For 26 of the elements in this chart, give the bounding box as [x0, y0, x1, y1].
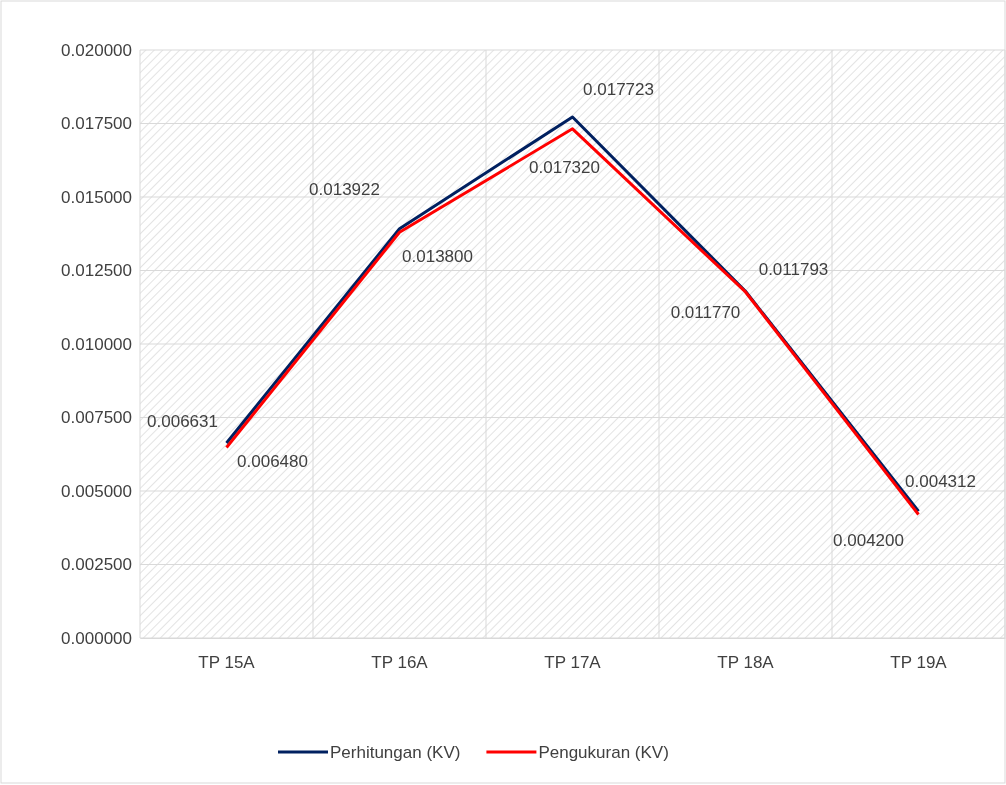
x-tick-label: TP 17A	[544, 653, 602, 673]
data-label: 0.017320	[529, 157, 600, 177]
y-tick-label: 0.020000	[61, 40, 132, 60]
legend-label: Perhitungan (KV)	[330, 743, 461, 762]
data-label: 0.011793	[758, 260, 829, 280]
data-label: 0.006480	[237, 452, 308, 472]
y-tick-label: 0.002500	[61, 555, 132, 575]
y-tick-label: 0.015000	[61, 187, 132, 207]
data-label: 0.004200	[833, 530, 904, 550]
y-tick-label: 0.007500	[61, 408, 132, 428]
y-tick-label: 0.017500	[61, 114, 132, 134]
y-tick-label: 0.010000	[61, 334, 132, 354]
x-tick-label: TP 15A	[198, 653, 256, 673]
data-label: 0.017723	[583, 79, 654, 99]
data-label: 0.004312	[905, 472, 976, 492]
data-label: 0.011770	[670, 302, 741, 322]
data-label: 0.013922	[309, 179, 380, 199]
x-tick-label: TP 18A	[717, 653, 775, 673]
y-tick-label: 0.005000	[61, 481, 132, 501]
legend-label: Pengukuran (KV)	[538, 743, 669, 762]
data-label: 0.006631	[147, 412, 218, 432]
y-tick-label: 0.000000	[61, 628, 132, 648]
x-tick-label: TP 16A	[371, 653, 429, 673]
data-label: 0.013800	[402, 247, 473, 267]
x-tick-label: TP 19A	[890, 653, 948, 673]
y-tick-label: 0.012500	[61, 261, 132, 281]
